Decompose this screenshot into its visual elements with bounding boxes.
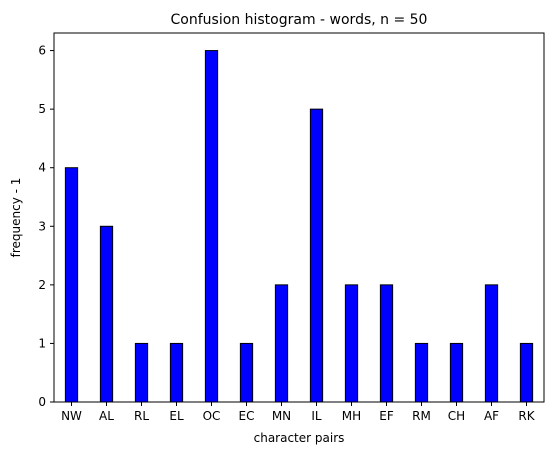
- bar-rm: [414, 342, 429, 403]
- bar-el: [169, 342, 184, 403]
- x-tick-label: MH: [342, 409, 361, 423]
- x-tick-label: IL: [311, 409, 322, 423]
- y-tick-label: 2: [38, 278, 46, 292]
- y-tick-label: 0: [38, 395, 46, 409]
- bar-ef: [379, 284, 394, 403]
- y-tick-label: 1: [38, 336, 46, 350]
- bars-group: [64, 50, 534, 403]
- y-tick-label: 4: [38, 161, 46, 175]
- x-tick-label: EF: [379, 409, 394, 423]
- bar-il: [309, 108, 324, 403]
- x-tick-label: AF: [484, 409, 499, 423]
- plot-frame: [53, 32, 545, 403]
- x-tick-label: NW: [61, 409, 82, 423]
- y-tick-label: 3: [38, 219, 46, 233]
- bar-al: [99, 225, 114, 403]
- x-tick-label: MN: [272, 409, 291, 423]
- bar-rl: [134, 342, 149, 403]
- x-tick-label: RK: [518, 409, 535, 423]
- x-tick-label: CH: [448, 409, 465, 423]
- x-tick-label: OC: [203, 409, 221, 423]
- y-tick-label: 5: [38, 102, 46, 116]
- x-tick-label: RM: [412, 409, 431, 423]
- y-axis: 0 1 2 3 4 5 6: [38, 44, 54, 409]
- bar-mh: [344, 284, 359, 403]
- x-tick-label: RL: [134, 409, 149, 423]
- x-axis-label: character pairs: [254, 431, 345, 445]
- x-tick-label: EL: [169, 409, 184, 423]
- bar-ch: [449, 342, 464, 403]
- bar-rk: [519, 342, 534, 403]
- y-tick-label: 6: [38, 44, 46, 58]
- x-axis: NW AL RL EL OC EC MN IL MH EF RM CH AF RK: [61, 402, 536, 423]
- chart-title: Confusion histogram - words, n = 50: [171, 12, 428, 28]
- bar-oc: [204, 50, 219, 403]
- bar-ec: [239, 342, 254, 403]
- y-axis-label: frequency - 1: [9, 178, 23, 258]
- bar-mn: [274, 284, 289, 403]
- bar-nw: [64, 167, 79, 403]
- x-tick-label: EC: [239, 409, 255, 423]
- bar-af: [484, 284, 499, 403]
- x-tick-label: AL: [99, 409, 114, 423]
